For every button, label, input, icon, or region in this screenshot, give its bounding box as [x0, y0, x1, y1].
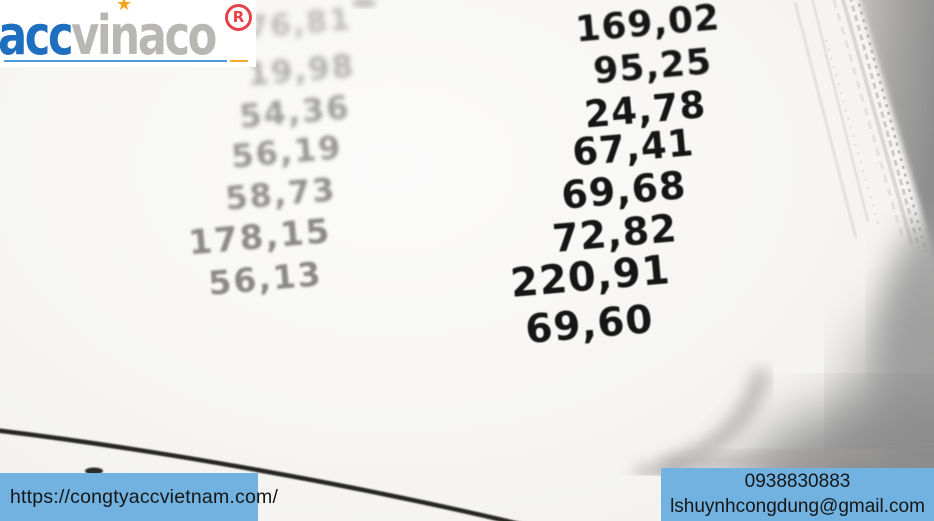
registered-trademark-icon: R [225, 4, 252, 31]
logo-wordmark: accvinaco [0, 9, 217, 63]
page-curl-fold-lines [793, 0, 869, 239]
cutoff-print-remnant [352, 0, 376, 8]
website-url-text: https://congtyaccvietnam.com/ [10, 485, 279, 508]
email-address-text: lshuynhcongdung@gmail.com [670, 495, 925, 517]
website-url-banner: https://congtyaccvietnam.com/ [0, 473, 278, 521]
logo-text-vinaco: vinaco [71, 4, 217, 67]
page-edge-texture [825, 0, 928, 253]
logo-underline-blue [4, 60, 227, 62]
logo-underline-orange [230, 60, 248, 62]
logo-text-acc: acc [0, 4, 74, 67]
ink-mark [85, 467, 103, 475]
table-edge-line [0, 428, 517, 521]
background-beyond-page-edge [859, 0, 934, 255]
star-icon: ★ [116, 0, 133, 15]
contact-banner: 0938830883 lshuynhcongdung@gmail.com [661, 468, 934, 521]
accvinaco-logo: accvinaco ★ R [0, 0, 256, 67]
phone-number-text: 0938830883 [744, 470, 851, 492]
